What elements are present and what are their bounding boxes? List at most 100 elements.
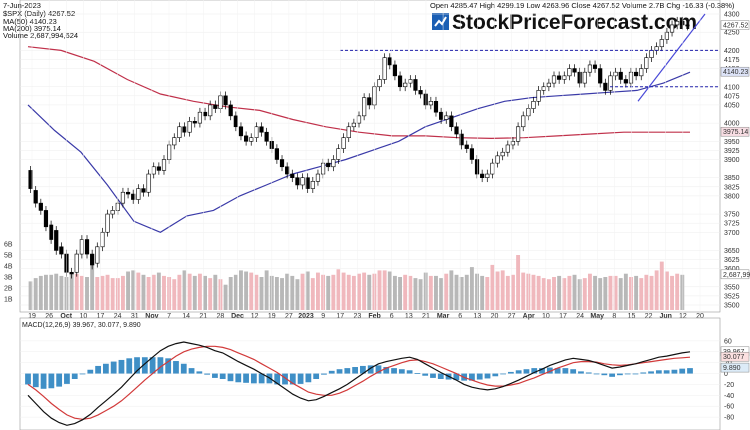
volume-bar — [85, 277, 89, 310]
macd-histogram-bar — [126, 358, 133, 374]
candle — [197, 111, 203, 124]
candle — [336, 148, 341, 160]
macd-histogram-bar — [40, 373, 47, 389]
date-tick-label: 6 — [390, 313, 394, 320]
macd-histogram-bar — [188, 368, 195, 374]
date-tick-label: 17 — [336, 313, 344, 320]
volume-bar — [290, 275, 295, 310]
candle — [515, 126, 521, 142]
candle — [510, 141, 516, 146]
candle — [274, 148, 279, 160]
date-tick-label: 12 — [679, 313, 687, 320]
price-tick-label: 4250 — [724, 30, 740, 37]
histogram-value-label-box — [720, 362, 750, 373]
candle — [392, 64, 398, 77]
candle — [54, 230, 59, 251]
macd-histogram-bar — [165, 358, 172, 374]
candle — [84, 239, 90, 255]
macd-histogram-bar — [282, 373, 288, 385]
volume-bar — [439, 278, 444, 310]
volume-bar — [582, 278, 587, 310]
candle — [669, 24, 675, 33]
macd-histogram-bar — [110, 361, 117, 374]
macd-tick-label: -60 — [724, 404, 734, 411]
date-tick-label: Feb — [368, 313, 380, 320]
date-tick-label: 19 — [28, 313, 36, 320]
candle — [403, 82, 408, 88]
candle — [444, 115, 449, 120]
macd-tick-label: 0 — [724, 371, 728, 378]
date-tick-label: 13 — [473, 313, 481, 320]
candle — [59, 246, 64, 255]
volume-bar — [131, 270, 136, 310]
volume-bar — [659, 261, 664, 310]
macd-tick-label: -80 — [724, 415, 734, 422]
price-tick-label: 4075 — [724, 93, 740, 100]
volume-bar — [54, 273, 59, 310]
candle — [146, 173, 151, 193]
candle — [582, 71, 587, 84]
signal-line — [27, 345, 691, 420]
volume-bar — [428, 275, 433, 310]
price-tick-label: 3825 — [724, 184, 740, 191]
moving-averages — [27, 46, 691, 233]
volume-bar — [434, 275, 438, 310]
macd-histogram-bar — [679, 368, 686, 374]
macd-histogram-bar — [289, 373, 296, 385]
volume-bar — [156, 272, 161, 310]
volume-bar — [367, 274, 372, 310]
volume-bar — [618, 278, 623, 310]
macd-histogram-bar — [227, 373, 234, 382]
candle — [418, 90, 423, 95]
volume-bar — [623, 273, 628, 310]
volume-bar — [264, 270, 269, 310]
date-tick-label: 10 — [79, 313, 87, 320]
macd-histogram-bar — [243, 373, 249, 383]
volume-bar — [531, 274, 536, 310]
date-tick-label: May — [590, 313, 604, 320]
volume-bar — [649, 275, 654, 310]
candle — [562, 75, 567, 80]
volume-bar — [392, 275, 397, 310]
volume-bar — [244, 271, 249, 310]
candle — [213, 104, 218, 109]
candle — [254, 126, 259, 138]
date-tick-label: 7 — [167, 313, 171, 320]
date-tick-label: 24 — [114, 313, 122, 320]
volume-bars — [28, 255, 685, 310]
symbol-label: $SPX (Daily) 4267.52 — [3, 9, 75, 18]
date-tick-label: 28 — [217, 313, 225, 320]
candle — [264, 131, 269, 142]
candle — [136, 188, 141, 200]
candle — [43, 210, 49, 228]
volume-bar — [187, 273, 192, 310]
ma50-legend: MA(50) 4140.23 — [3, 17, 57, 26]
volume-bar — [331, 274, 336, 310]
price-tick-label: 3750 — [724, 212, 740, 219]
volume-bar — [336, 269, 341, 310]
volume-bar — [495, 271, 500, 310]
candle — [310, 181, 315, 189]
macd-histogram-bar — [585, 372, 592, 374]
macd-histogram-bar — [640, 372, 647, 374]
volume-bar — [572, 274, 577, 310]
macd-histogram-bar — [258, 373, 265, 384]
volume-bar — [500, 270, 505, 310]
candle — [356, 115, 362, 124]
candle — [505, 144, 510, 153]
volume-bar — [382, 270, 387, 310]
macd-histogram-bar — [593, 373, 600, 375]
volume-bar — [480, 275, 485, 310]
candle — [474, 159, 480, 175]
volume-bar — [505, 275, 510, 310]
macd-histogram-bar — [297, 373, 304, 384]
date-tick-label: 17 — [97, 313, 105, 320]
volume-bar — [192, 275, 197, 310]
price-tick-label: 3650 — [724, 248, 740, 255]
candle — [551, 75, 557, 84]
macd-histogram-bar — [313, 373, 320, 379]
candle — [480, 173, 485, 178]
signal-value-label-box — [720, 351, 750, 362]
candle — [172, 137, 177, 146]
candle — [654, 46, 659, 51]
